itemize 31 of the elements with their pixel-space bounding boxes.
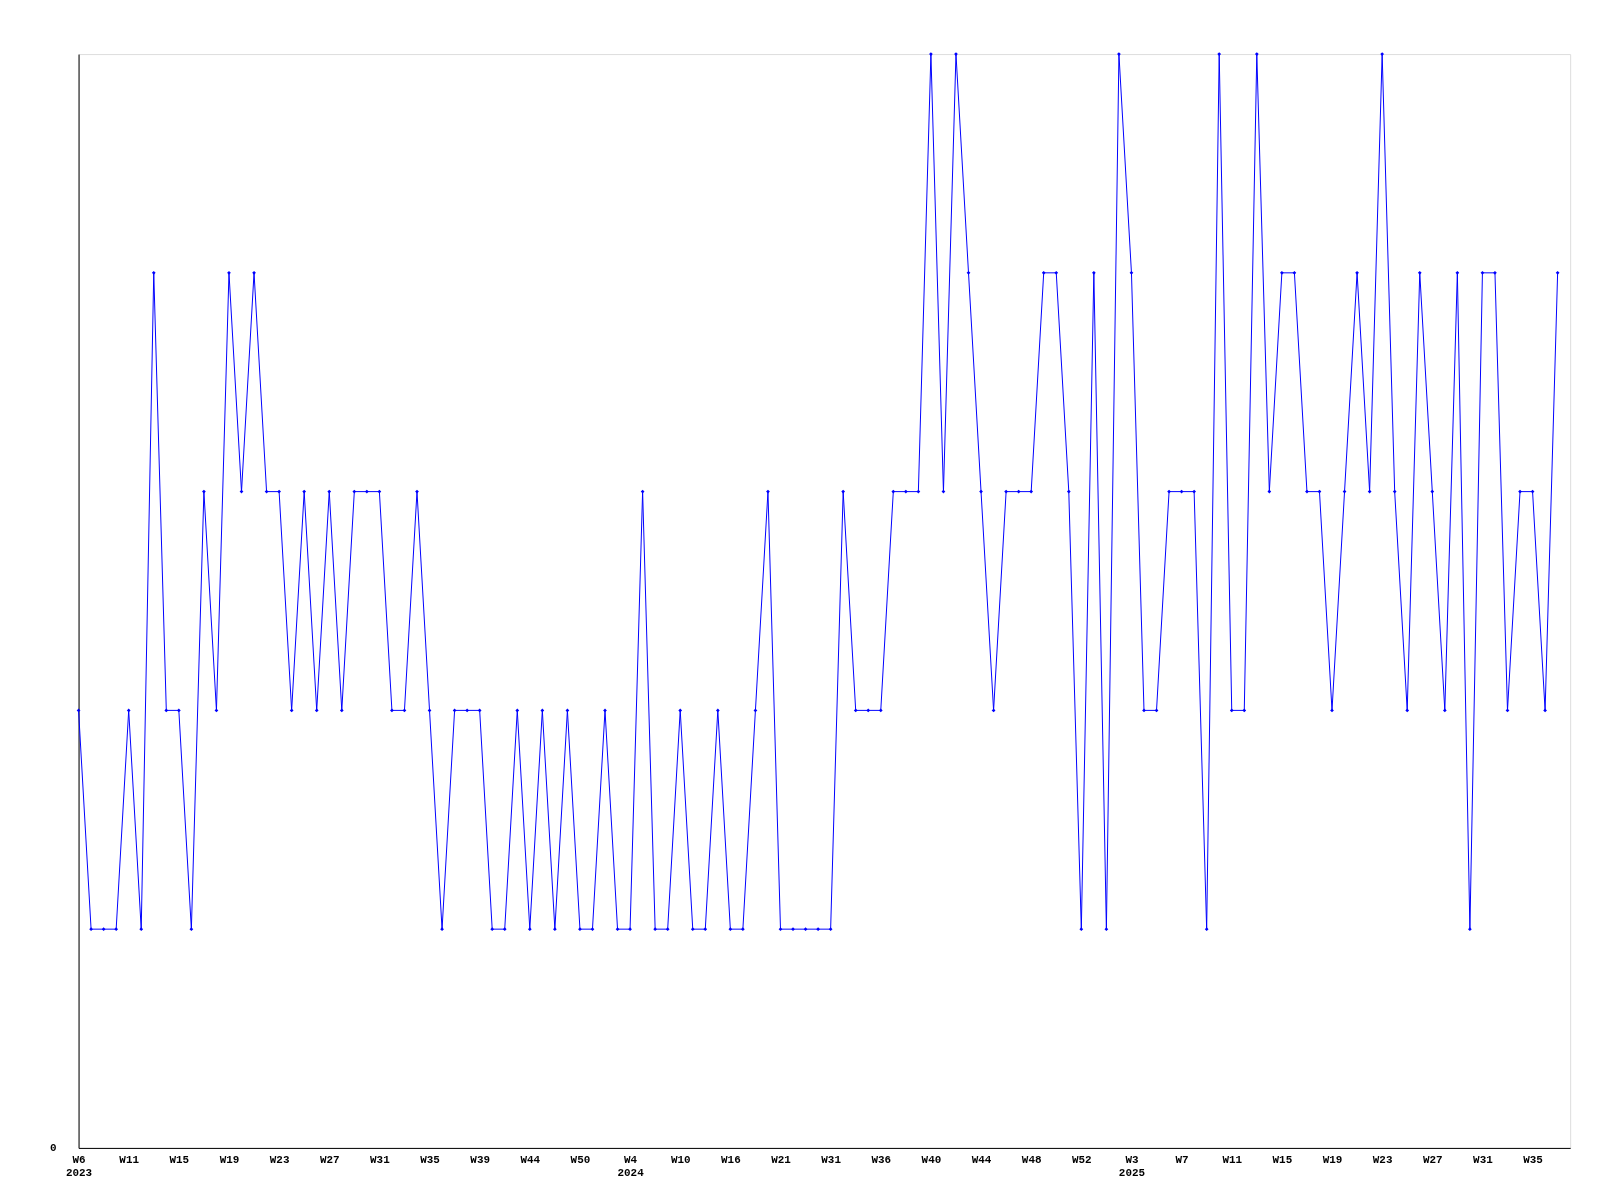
x-tick-label: W27	[1422, 1154, 1443, 1167]
x-tick-label: W44	[520, 1154, 541, 1167]
x-tick-label: W3 2025	[1118, 1154, 1146, 1180]
x-tick-label: W27	[319, 1154, 340, 1167]
x-tick-label: W39	[470, 1154, 490, 1167]
x-tick-label: W6 2023	[65, 1154, 93, 1180]
x-tick-label: W50	[570, 1154, 591, 1167]
x-tick-label: W15	[1272, 1154, 1293, 1167]
text: 0	[50, 1141, 57, 1154]
x-tick-label: W40	[921, 1154, 942, 1167]
x-tick-label: W23	[269, 1154, 290, 1167]
x-tick-label: W31	[1473, 1154, 1494, 1167]
x-tick-label: W11	[119, 1154, 140, 1167]
x-tick-label: W15	[169, 1154, 190, 1167]
x-tick-label: W23	[1372, 1154, 1393, 1167]
x-tick-label: W31	[370, 1154, 391, 1167]
x-tick-label: W7	[1175, 1154, 1189, 1167]
x-tick-label: W16	[721, 1154, 741, 1167]
x-tick-label: W35	[420, 1154, 440, 1167]
x-tick-label: W19	[219, 1154, 240, 1167]
x-tick-label: W21	[771, 1154, 792, 1167]
x-tick-label: W31	[821, 1154, 842, 1167]
x-tick-label: W36	[871, 1154, 892, 1167]
x-tick-label: W52	[1071, 1154, 1092, 1167]
x-tick-label: W48	[1021, 1154, 1042, 1167]
x-tick-label: W4 2024	[617, 1154, 645, 1180]
x-tick-label: W11	[1222, 1154, 1243, 1167]
x-tick-label: W35	[1523, 1154, 1543, 1167]
x-tick-label: W10	[670, 1154, 691, 1167]
x-tick-label: W44	[971, 1154, 992, 1167]
x-tick-label: W19	[1322, 1154, 1343, 1167]
